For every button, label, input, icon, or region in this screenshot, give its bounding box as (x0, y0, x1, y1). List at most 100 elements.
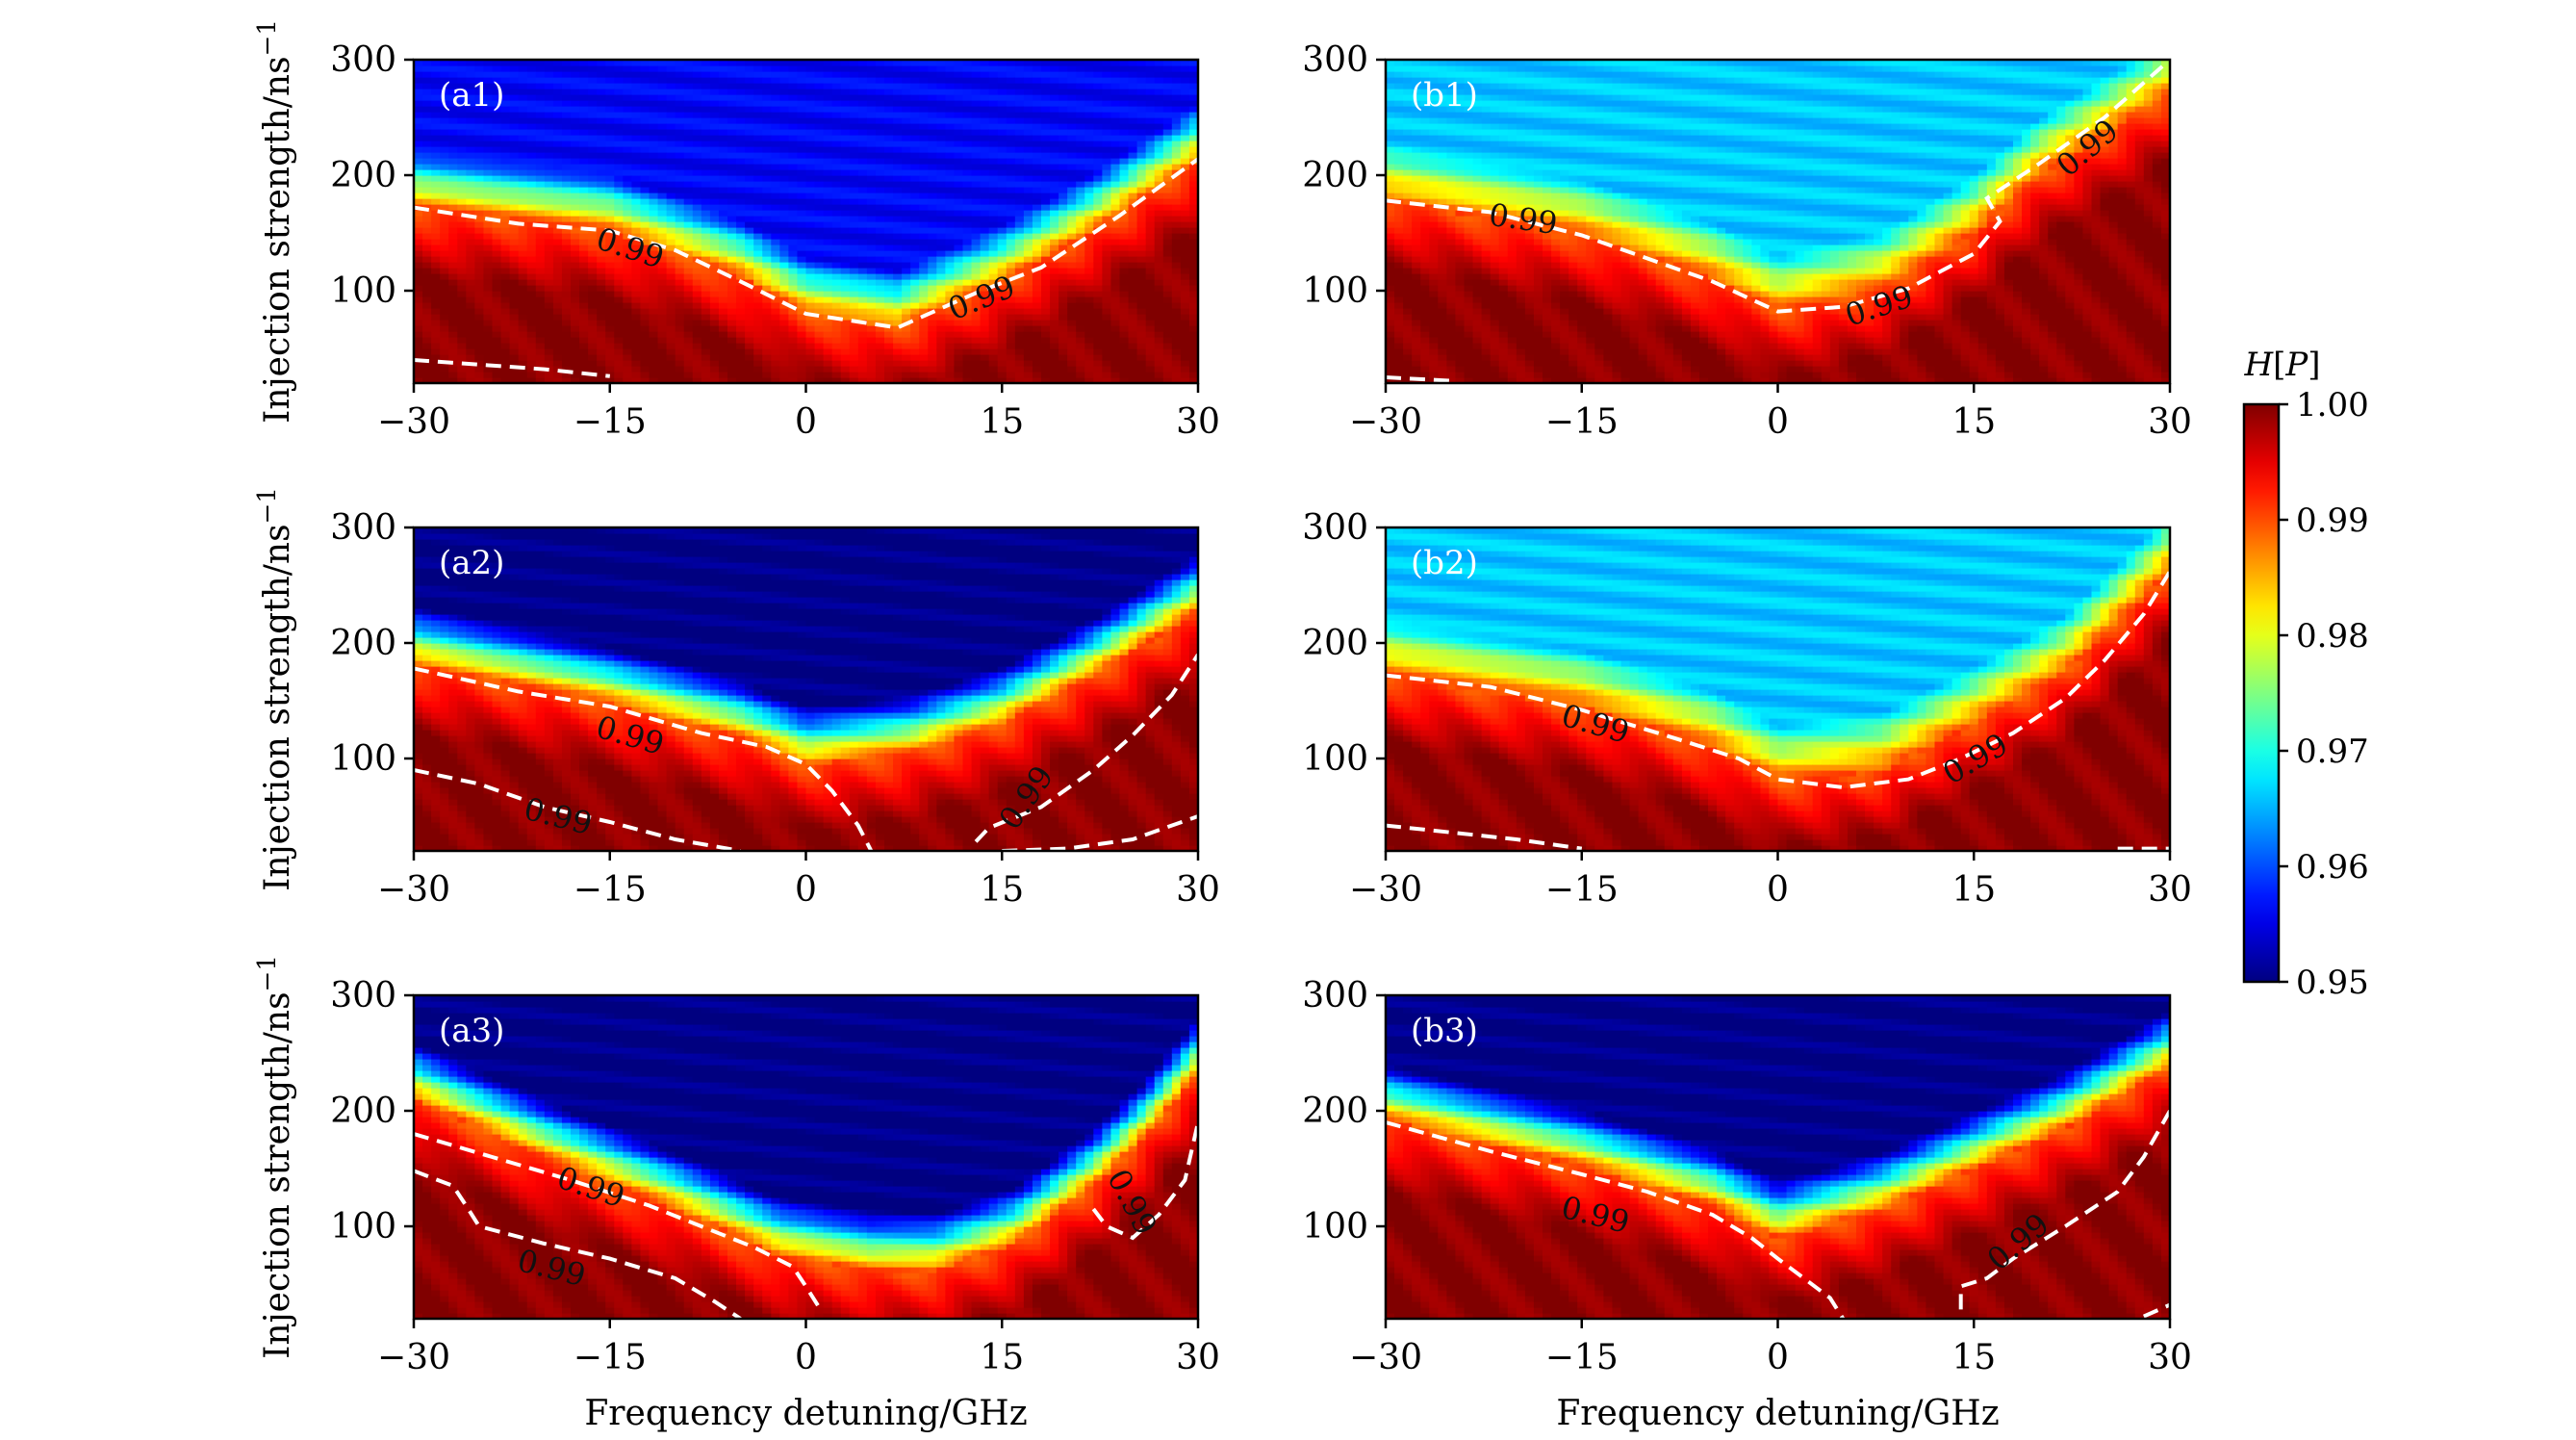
heat-cell (1102, 129, 1112, 136)
heat-cell (779, 302, 789, 309)
heat-cell (884, 227, 894, 234)
heat-cell (980, 164, 990, 170)
heat-cell (675, 65, 685, 72)
heat-cell (431, 239, 441, 245)
heat-cell (1014, 268, 1025, 274)
heat-cell (962, 193, 973, 199)
heat-cell (431, 83, 441, 90)
heat-cell (866, 129, 877, 136)
heat-cell (518, 210, 528, 217)
heat-cell (649, 106, 659, 113)
heat-cell (623, 169, 632, 176)
heat-cell (640, 279, 650, 286)
heat-cell (571, 210, 580, 217)
heat-cell (857, 71, 868, 78)
heat-cell (954, 262, 964, 269)
heat-cell (701, 181, 711, 188)
heat-cell (945, 158, 956, 165)
heat-cell (980, 135, 990, 141)
heat-cell (544, 71, 554, 78)
heat-cell (1050, 262, 1059, 269)
heat-cell (605, 106, 615, 113)
heat-cell (1006, 60, 1016, 66)
heat-cell (875, 239, 885, 245)
heat-cell (1041, 204, 1051, 211)
heat-cell (893, 71, 903, 78)
heat-cell (971, 296, 982, 303)
heat-cell (675, 152, 685, 159)
heat-cell (474, 348, 485, 355)
heat-cell (988, 354, 999, 361)
heat-cell (980, 65, 990, 72)
heat-cell (1119, 169, 1130, 176)
heat-cell (448, 146, 458, 153)
heat-cell (1128, 100, 1138, 107)
heat-cell (971, 250, 982, 257)
heat-cell (797, 244, 807, 251)
heat-cell (709, 65, 720, 72)
heat-cell (675, 117, 685, 124)
heat-cell (814, 117, 825, 124)
heat-cell (771, 366, 780, 373)
heat-cell (762, 296, 772, 303)
heat-cell (945, 106, 956, 113)
heat-cell (1093, 250, 1103, 257)
heat-cell (771, 164, 780, 170)
heat-cell (1023, 112, 1033, 118)
heat-cell (552, 210, 563, 217)
heat-cell (797, 71, 807, 78)
heat-cell (945, 377, 956, 383)
heat-cell (753, 320, 763, 326)
heat-cell (457, 320, 467, 326)
heat-cell (1058, 94, 1068, 101)
heat-cell (745, 256, 754, 263)
heat-cell (1171, 129, 1182, 136)
heat-cell (893, 221, 903, 228)
heat-cell (1171, 89, 1182, 95)
heat-cell (448, 377, 458, 383)
heat-cell (1084, 325, 1094, 332)
heat-cell (840, 123, 851, 130)
heat-cell (483, 164, 494, 170)
heat-cell (457, 169, 467, 176)
heat-cell (483, 268, 494, 274)
heat-cell (683, 216, 694, 222)
heat-cell (980, 250, 990, 257)
heat-cell (518, 193, 528, 199)
heat-cell (692, 198, 702, 205)
heat-cell (440, 77, 449, 84)
heat-cell (884, 320, 894, 326)
heat-cell (509, 60, 520, 66)
heat-cell (518, 146, 528, 153)
heat-cell (631, 244, 642, 251)
heat-cell (640, 65, 650, 72)
heat-cell (571, 83, 580, 90)
heat-cell (954, 89, 964, 95)
heat-cell (631, 89, 642, 95)
heat-cell (919, 158, 929, 165)
heat-cell (701, 175, 711, 182)
heat-cell (727, 152, 737, 159)
heat-cell (1067, 308, 1077, 315)
heat-cell (1093, 314, 1103, 321)
heat-cell (1171, 348, 1182, 355)
heat-cell (910, 158, 920, 165)
heat-cell (535, 302, 546, 309)
heat-cell (823, 100, 833, 107)
heat-cell (997, 210, 1007, 217)
heat-cell (727, 262, 737, 269)
heat-cell (1154, 308, 1164, 315)
heat-cell (736, 129, 746, 136)
heat-cell (814, 83, 825, 90)
heat-cell (692, 65, 702, 72)
heat-cell (1188, 325, 1198, 332)
heat-cell (571, 256, 580, 263)
heat-cell (623, 256, 632, 263)
heat-cell (614, 123, 624, 130)
heat-cell (1110, 77, 1121, 84)
heat-cell (561, 296, 572, 303)
heat-cell (483, 256, 494, 263)
heat-cell (1006, 320, 1016, 326)
heat-cell (631, 314, 642, 321)
heat-cell (962, 348, 973, 355)
